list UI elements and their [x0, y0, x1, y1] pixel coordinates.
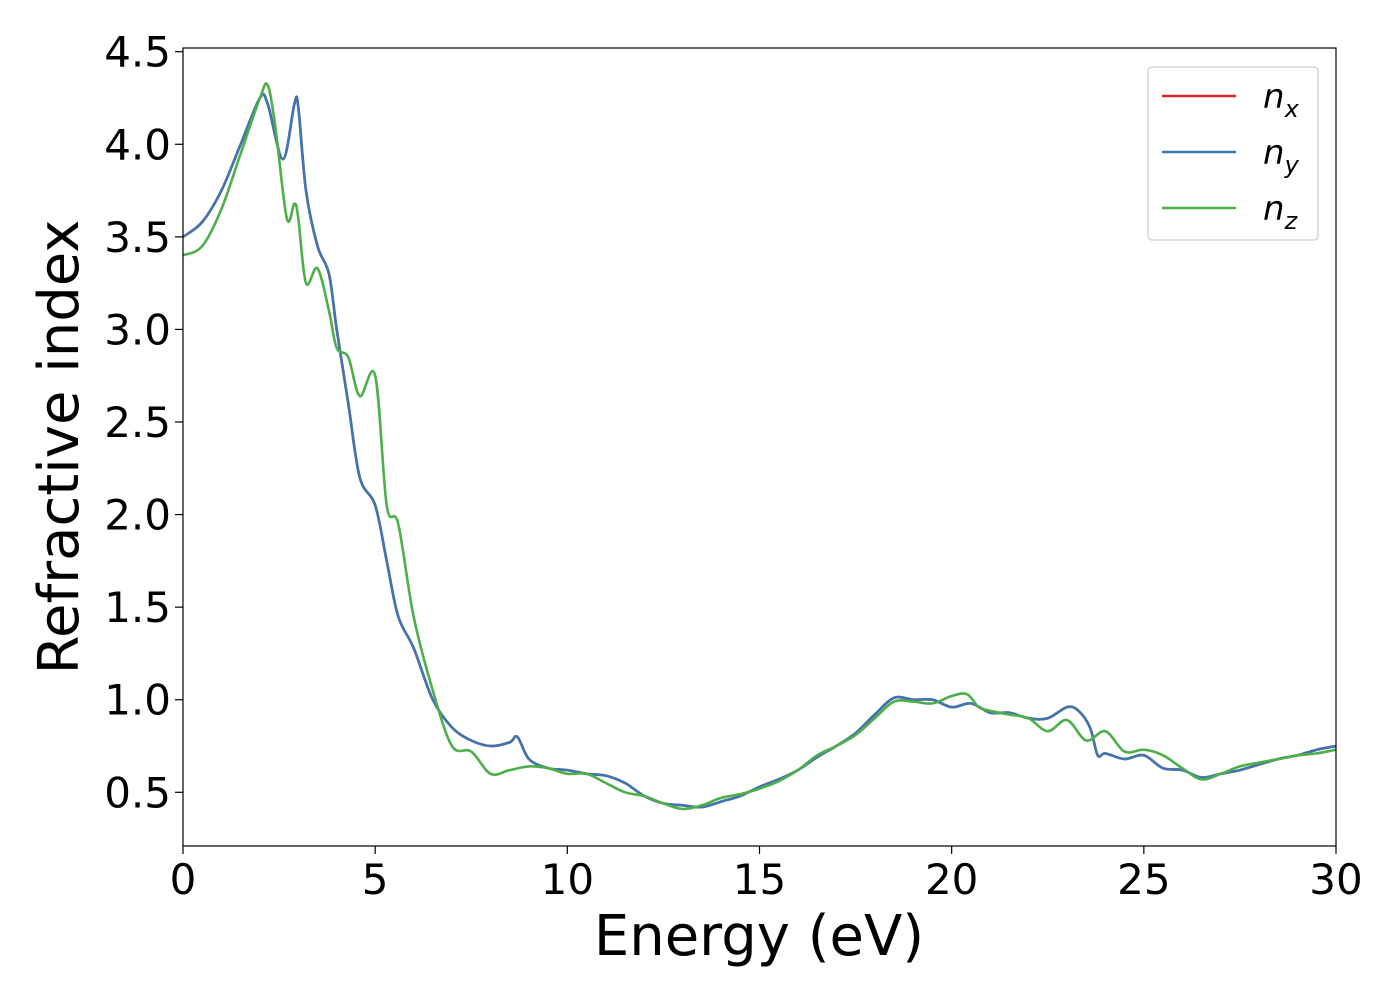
- y-tick-label: 1.5: [104, 583, 171, 632]
- x-axis-ticks: 0 5 10 15 20 25 30: [170, 846, 1363, 904]
- y-axis-ticks: 0.5 1.0 1.5 2.0 2.5 3.0 3.5 4.0 4.5: [104, 28, 183, 817]
- series-line-nz: [183, 82, 1336, 811]
- legend-box: [1147, 66, 1319, 241]
- x-axis-title: Energy (eV): [594, 904, 924, 969]
- x-tick-label: 0: [170, 855, 197, 904]
- y-tick-label: 4.0: [104, 120, 171, 169]
- x-tick-label: 30: [1309, 855, 1362, 904]
- plot-lines: [183, 82, 1336, 811]
- x-tick-label: 5: [362, 855, 389, 904]
- y-tick-label: 4.5: [104, 28, 171, 77]
- x-tick-label: 15: [733, 855, 786, 904]
- x-tick-label: 25: [1117, 855, 1170, 904]
- y-tick-label: 0.5: [104, 768, 171, 817]
- series-line-ny: [183, 92, 1336, 809]
- x-tick-label: 20: [925, 855, 978, 904]
- y-tick-label: 3.0: [104, 305, 171, 354]
- y-tick-label: 1.0: [104, 676, 171, 725]
- y-tick-label: 2.5: [104, 398, 171, 447]
- x-tick-label: 10: [541, 855, 594, 904]
- y-tick-label: 2.0: [104, 491, 171, 540]
- y-tick-label: 3.5: [104, 213, 171, 262]
- y-axis-title: Refractive index: [27, 220, 92, 675]
